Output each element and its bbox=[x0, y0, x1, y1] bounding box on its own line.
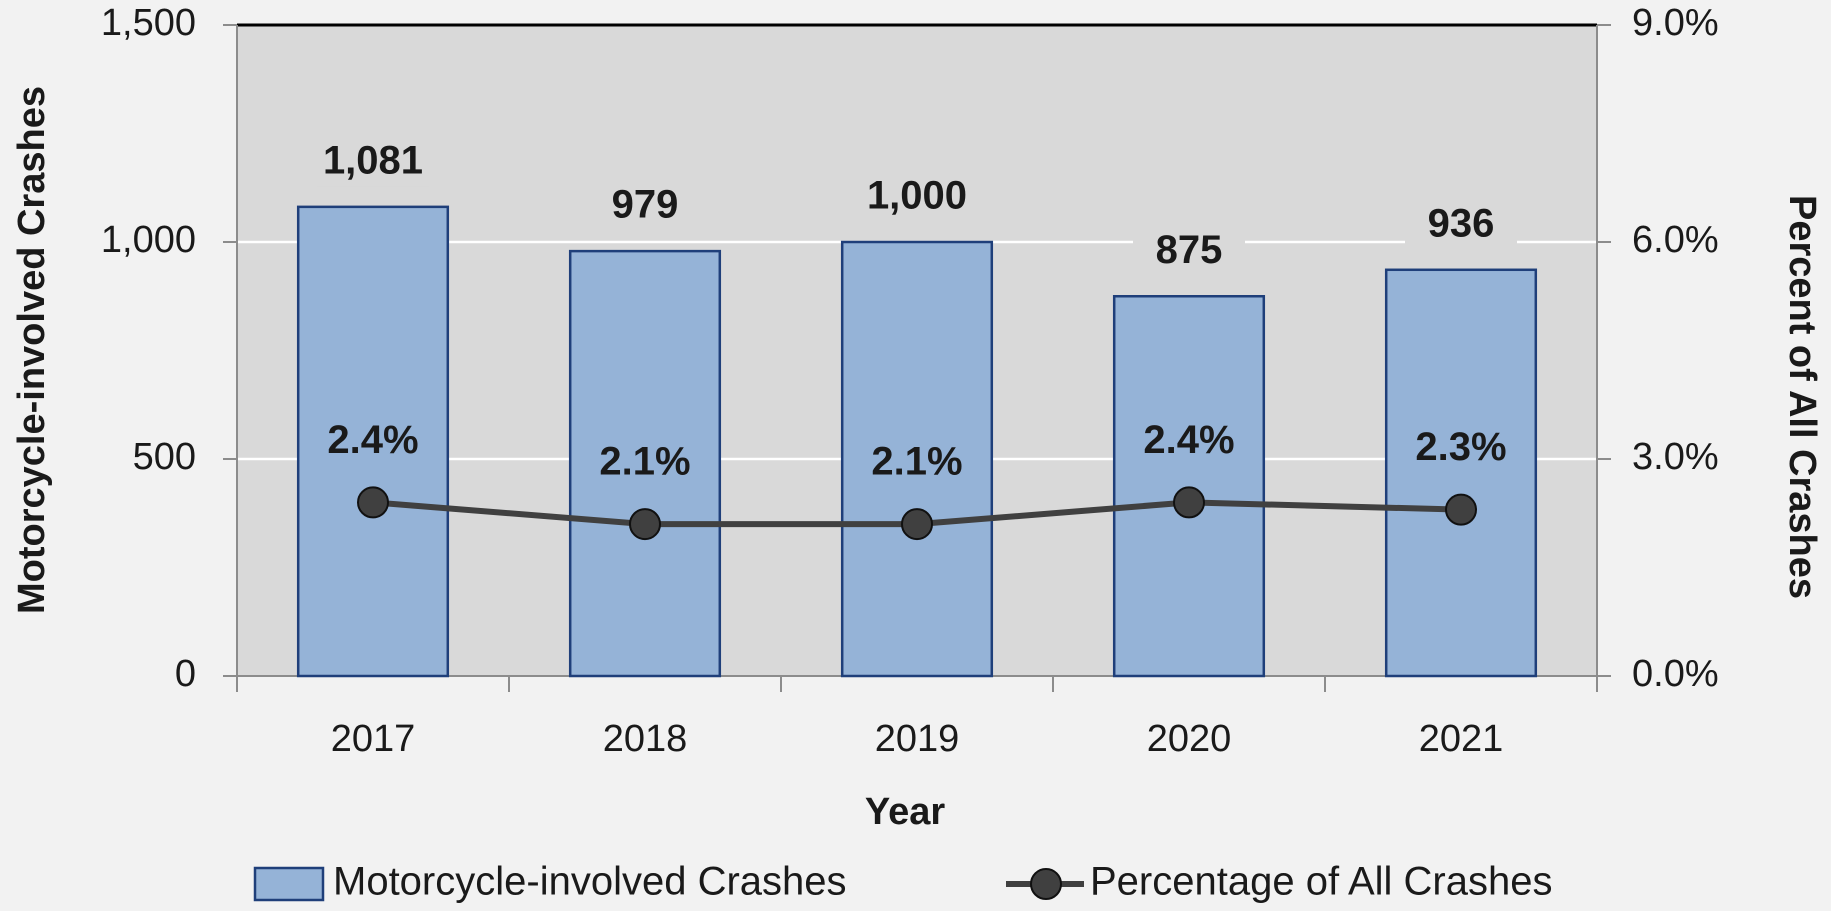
data-label: 2.4% bbox=[327, 418, 418, 462]
y2-tick-label: 3.0% bbox=[1632, 436, 1719, 478]
data-label-bg bbox=[1133, 230, 1245, 277]
data-label: 1,081 bbox=[323, 138, 423, 182]
y2-tick-label: 0.0% bbox=[1632, 653, 1719, 695]
data-label: 2.1% bbox=[599, 440, 690, 484]
data-label: 936 bbox=[1428, 201, 1495, 245]
data-label: 2.3% bbox=[1415, 425, 1506, 469]
data-label: 2.4% bbox=[1143, 418, 1234, 462]
y-tick-label: 0 bbox=[175, 653, 196, 695]
data-label-bg bbox=[1405, 203, 1517, 250]
data-label: 1,000 bbox=[867, 174, 967, 218]
x-tick-label: 2020 bbox=[1147, 718, 1232, 760]
y-tick-label: 1,500 bbox=[101, 2, 196, 44]
data-label: 875 bbox=[1156, 228, 1223, 272]
line-marker bbox=[901, 508, 933, 541]
x-tick-label: 2019 bbox=[875, 718, 960, 760]
bar bbox=[840, 240, 994, 678]
legend-label: Motorcycle-involved Crashes bbox=[333, 860, 847, 904]
x-tick-label: 2021 bbox=[1419, 718, 1504, 760]
data-label-bg bbox=[861, 176, 973, 222]
x-tick-label: 2017 bbox=[331, 718, 416, 760]
y2-axis-title: Percent of All Crashes bbox=[1781, 195, 1823, 599]
data-label: 979 bbox=[612, 183, 679, 227]
bar bbox=[568, 249, 722, 678]
data-label-bg bbox=[317, 140, 429, 187]
data-label: 2.1% bbox=[871, 440, 962, 484]
data-label-bg bbox=[589, 185, 701, 232]
bar bbox=[1112, 295, 1266, 678]
y-tick-label: 500 bbox=[133, 436, 196, 478]
x-tick-label: 2018 bbox=[603, 718, 688, 760]
bar bbox=[1384, 268, 1538, 678]
line-marker bbox=[629, 508, 661, 541]
bar bbox=[296, 205, 450, 678]
line-marker bbox=[1445, 493, 1477, 526]
y-tick-label: 1,000 bbox=[101, 219, 196, 261]
line-marker bbox=[357, 486, 389, 519]
line-marker bbox=[1173, 486, 1205, 519]
legend-marker bbox=[1030, 868, 1062, 900]
y2-tick-label: 6.0% bbox=[1632, 219, 1719, 261]
y-axis-title: Motorcycle-involved Crashes bbox=[11, 86, 53, 614]
x-axis-title: Year bbox=[865, 791, 946, 833]
y2-tick-label: 9.0% bbox=[1632, 2, 1719, 44]
legend-label: Percentage of All Crashes bbox=[1090, 860, 1552, 904]
legend-swatch bbox=[253, 866, 325, 902]
